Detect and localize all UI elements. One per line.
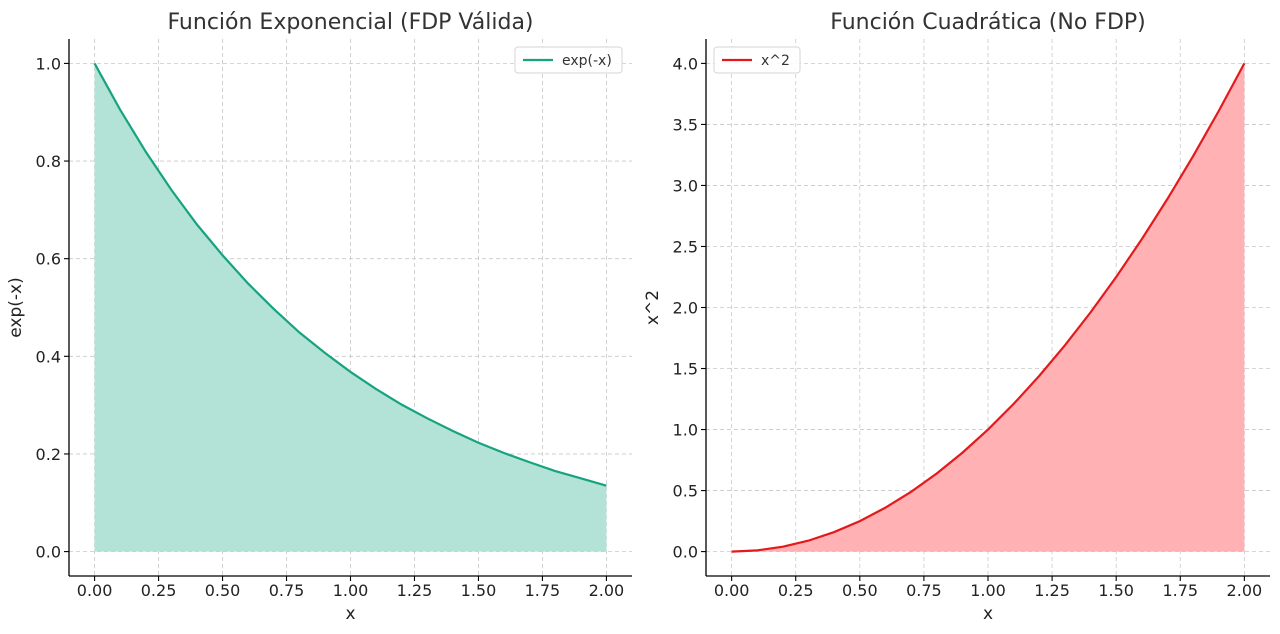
x-tick-label: 1.25 — [397, 581, 433, 600]
y-tick-label: 2.5 — [673, 237, 698, 256]
series-area-fill — [731, 63, 1245, 552]
x-tick-label: 2.00 — [589, 581, 625, 600]
y-tick-label: 0.5 — [673, 482, 698, 501]
x-tick-label: 1.75 — [525, 581, 561, 600]
series-area-fill — [94, 63, 607, 552]
y-tick-label: 0.8 — [36, 152, 61, 171]
y-axis-label: exp(-x) — [6, 277, 26, 337]
y-tick-label: 0.4 — [36, 347, 61, 366]
x-tick-label: 0.00 — [714, 581, 750, 600]
x-tick-label: 2.00 — [1227, 581, 1263, 600]
x-tick-label: 1.00 — [970, 581, 1006, 600]
legend-box — [514, 46, 623, 74]
x-tick-label: 0.50 — [842, 581, 878, 600]
x-tick-label: 1.75 — [1162, 581, 1198, 600]
x-tick-label: 0.75 — [269, 581, 305, 600]
legend-label: x^2 — [761, 53, 790, 69]
y-tick-label: 0.6 — [36, 250, 61, 269]
x-tick-label: 0.50 — [205, 581, 241, 600]
x-axis-label: x — [345, 604, 355, 624]
x-tick-label: 0.00 — [77, 581, 113, 600]
chart-title: Función Exponencial (FDP Válida) — [167, 10, 533, 35]
x-tick-label: 0.25 — [141, 581, 177, 600]
x-axis-label: x — [983, 604, 993, 624]
y-tick-label: 3.0 — [673, 176, 698, 195]
y-tick-label: 0.0 — [36, 543, 61, 562]
chart-panel-2: 0.00 0.25 0.50 0.75 1.00 1.25 1.50 1.75 2.00 0.0 0… — [643, 10, 1270, 624]
legend: exp(-x) — [514, 46, 623, 74]
x-tick-label: 1.50 — [461, 581, 497, 600]
chart-panel-1: 0.00 0.25 0.50 0.75 1.00 1.25 1.50 1.75 2.00 0.0 0… — [6, 10, 632, 624]
x-tick-label: 1.50 — [1098, 581, 1134, 600]
x-tick-label: 0.75 — [906, 581, 942, 600]
legend: x^2 — [713, 46, 801, 74]
x-tick-label: 1.00 — [333, 581, 369, 600]
y-tick-label: 4.0 — [673, 54, 698, 73]
y-tick-label: 1.0 — [673, 421, 698, 440]
x-tick-label: 1.25 — [1034, 581, 1070, 600]
x-tick-label: 0.25 — [778, 581, 814, 600]
y-tick-label: 1.0 — [36, 54, 61, 73]
chart-title: Función Cuadrática (No FDP) — [830, 10, 1145, 35]
y-tick-label: 2.0 — [673, 299, 698, 318]
y-tick-label: 0.0 — [673, 543, 698, 562]
y-tick-label: 0.2 — [36, 445, 61, 464]
legend-box — [713, 46, 801, 74]
y-axis-label: x^2 — [643, 290, 663, 325]
y-tick-label: 1.5 — [673, 360, 698, 379]
y-tick-label: 3.5 — [673, 115, 698, 134]
legend-label: exp(-x) — [562, 53, 612, 69]
